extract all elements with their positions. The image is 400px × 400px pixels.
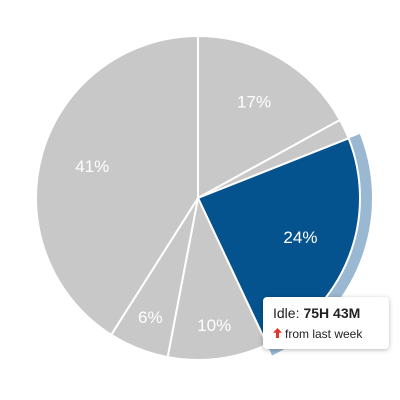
slice-label-3: 10% — [197, 316, 231, 335]
tooltip: Idle: 75H 43M from last week — [263, 297, 389, 349]
slice-label-0: 17% — [237, 93, 271, 112]
arrow-up-icon — [273, 328, 282, 338]
tooltip-trend: from last week — [273, 325, 379, 343]
tooltip-label: Idle: — [273, 305, 300, 321]
slice-label-2: 24% — [283, 228, 317, 247]
tooltip-value: 75H 43M — [303, 305, 361, 321]
pie-slice-0[interactable] — [197, 35, 341, 199]
tooltip-trend-text: from last week — [285, 327, 363, 341]
slice-label-4: 6% — [138, 308, 163, 327]
tooltip-title: Idle: 75H 43M — [273, 303, 379, 323]
slice-label-5: 41% — [75, 157, 109, 176]
pie-slice-5[interactable] — [35, 35, 199, 336]
